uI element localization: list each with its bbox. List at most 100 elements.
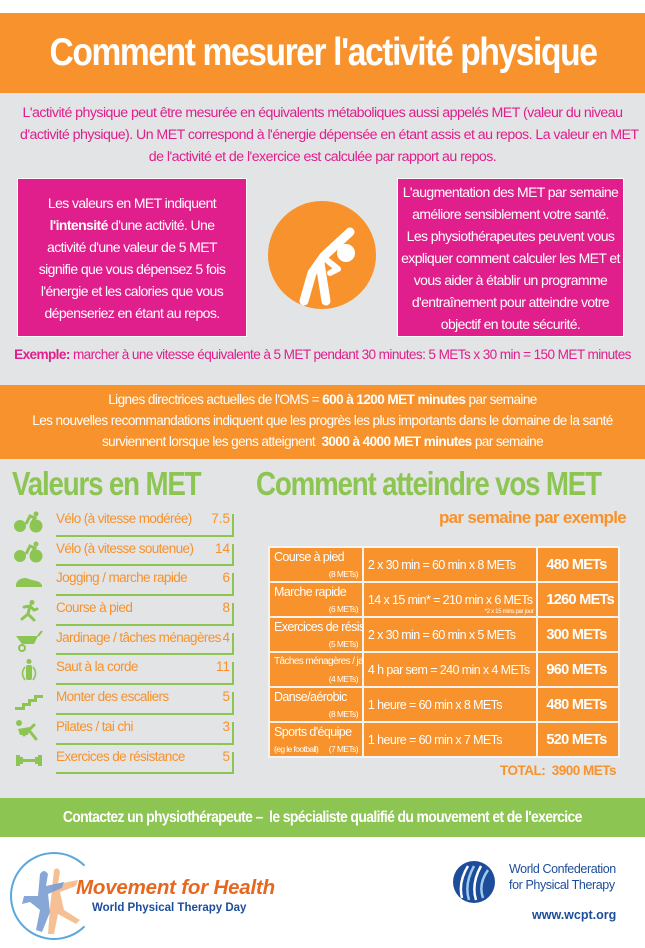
- grand-total: TOTAL: 3900 METs: [499, 763, 617, 778]
- activity-cell: Marche rapide (6 METs): [268, 581, 364, 618]
- calc-text: 14 x 15 min* = 210 min x 6 METs: [367, 592, 533, 607]
- calc-cell: 14 x 15 min* = 210 min x 6 METs *2 x 15 m…: [361, 581, 539, 618]
- box-line-rest: d'une activité. Une: [107, 216, 215, 233]
- total-cell: 480 METs: [536, 546, 620, 583]
- reach-mets-subheading: par semaine par exemple: [438, 508, 627, 527]
- divider: [232, 543, 234, 567]
- divider: [56, 742, 234, 745]
- cta-text: Contactez un physiothérapeute – le spéci…: [63, 808, 583, 826]
- box-line: Les physiothérapeutes peuvent vous: [406, 227, 615, 244]
- met-activity-label: Saut à la corde: [56, 659, 138, 675]
- table-row: Course à pied (8 METs) 2 x 30 min = 60 mi…: [268, 546, 620, 583]
- calc-cell: 1 heure = 60 min x 8 METs: [361, 686, 539, 723]
- divider: [232, 573, 234, 597]
- wcpt-url-link[interactable]: www.wcpt.org: [532, 908, 617, 922]
- activity-met: (4 METs): [328, 674, 359, 684]
- met-value: 11: [215, 659, 230, 675]
- calc-cell: 2 x 30 min = 60 min x 8 METs: [361, 546, 539, 583]
- total-cell: 480 METs: [536, 686, 620, 723]
- cta-band: Contactez un physiothérapeute – le spéci…: [0, 798, 645, 837]
- wcpt-name-line: for Physical Therapy: [509, 878, 615, 892]
- met-value: 3: [222, 718, 230, 734]
- activity-cell: Sports d'équipe (eg le football) (7 METs): [268, 721, 364, 758]
- list-item: Jardinage / tâches ménagères 4: [14, 627, 234, 657]
- activity-met: (6 METs): [328, 604, 359, 614]
- logo-title: Movement for Health: [76, 876, 275, 899]
- benefits-box: L'augmentation des MET par semaine améli…: [397, 178, 624, 337]
- box-line: activité d'une valeur de 5 MET: [47, 238, 217, 255]
- intro-line: de l'activité et de l'exercice est calcu…: [148, 149, 497, 165]
- met-value: 7.5: [211, 511, 230, 526]
- met-value: 6: [222, 570, 230, 586]
- met-value: 5: [222, 689, 230, 705]
- guidelines-band: Lignes directrices actuelles de l'OMS = …: [0, 385, 645, 459]
- guideline-text: par semaine: [471, 434, 544, 449]
- example-label: Exemple:: [14, 347, 70, 362]
- activity-met: (7 METs): [328, 744, 359, 754]
- dumbbell-icon: [16, 754, 42, 766]
- activity-name: Tâches ménagères / jardinage: [274, 656, 393, 667]
- list-item: Jogging / marche rapide 6: [14, 567, 234, 597]
- intro-line: d'activité physique). Un MET correspond …: [20, 127, 639, 143]
- activity-name: Marche rapide: [274, 585, 347, 599]
- table-row: Exercices de résistance (5 METs) 2 x 30 m…: [268, 616, 620, 653]
- calc-cell: 1 heure = 60 min x 7 METs: [361, 721, 539, 758]
- divider: [56, 683, 234, 686]
- guideline-line: Les nouvelles recommandations indiquent …: [32, 413, 613, 428]
- activity-cell: Tâches ménagères / jardinage (4 METs): [268, 651, 393, 688]
- met-activity-label: Exercices de résistance: [56, 748, 185, 764]
- met-activity-label: Jardinage / tâches ménagères: [56, 629, 221, 645]
- activity-met: (8 METs): [328, 569, 359, 579]
- divider: [56, 623, 234, 626]
- divider: [232, 632, 234, 656]
- total-cell: 520 METs: [536, 721, 620, 758]
- met-value: 5: [222, 748, 230, 764]
- wcpt-globe-icon: [453, 861, 495, 903]
- divider: [232, 751, 234, 775]
- list-item: Monter des escaliers 5: [14, 686, 234, 716]
- met-value: 8: [222, 600, 230, 616]
- activity-name: Danse/aérobic: [274, 690, 347, 704]
- list-item: Course à pied 8: [14, 597, 234, 627]
- top-margin: [0, 0, 645, 13]
- calc-cell: 2 x 30 min = 60 min x 5 METs: [361, 616, 539, 653]
- table-row: Danse/aérobic (8 METs) 1 heure = 60 min x…: [268, 686, 620, 723]
- divider: [232, 514, 234, 537]
- activity-cell: Course à pied (8 METs): [268, 546, 364, 583]
- total-cell: 300 METs: [536, 616, 620, 653]
- logo-ring: [10, 852, 98, 940]
- reach-mets-heading: Comment atteindre vos MET: [256, 465, 602, 502]
- activity-name: Sports d'équipe: [274, 725, 352, 739]
- running-shoe-icon: [16, 578, 42, 588]
- box-line: objectif en toute sécurité.: [440, 315, 581, 332]
- divider: [56, 564, 234, 567]
- divider: [232, 721, 234, 745]
- met-values-heading: Valeurs en MET: [12, 465, 202, 502]
- activity-met: (8 METs): [328, 709, 359, 719]
- met-activity-label: Jogging / marche rapide: [56, 570, 188, 586]
- total-cell: 960 METs: [536, 651, 620, 688]
- cycling-icon: [14, 511, 43, 533]
- total-cell: 1260 METs: [536, 581, 620, 618]
- divider: [56, 594, 234, 597]
- box-line: Les valeurs en MET indiquent: [47, 194, 217, 211]
- list-item: Vélo (à vitesse modérée) 7.5: [14, 508, 234, 538]
- list-item: Pilates / tai chi 3: [14, 716, 234, 746]
- box-line: dépenseriez en étant au repos.: [44, 304, 220, 321]
- calc-footnote: *2 x 15 mins par jour: [484, 609, 534, 615]
- activity-name: Course à pied: [274, 550, 345, 564]
- box-line: vous aider à établir un programme: [413, 271, 608, 288]
- guideline-line: surviennent lorsque les gens atteignent …: [0, 431, 645, 452]
- table-row: Tâches ménagères / jardinage (4 METs) 4 h…: [268, 651, 620, 688]
- divider: [232, 692, 234, 715]
- page-header: Comment mesurer l'activité physique: [0, 13, 645, 93]
- jump-rope-icon: [21, 659, 37, 681]
- movement-for-health-logo: Movement for Health World Physical Thera…: [10, 852, 310, 942]
- divider: [232, 662, 234, 686]
- box-line: l'intensité d'une activité. Une: [18, 214, 246, 236]
- list-item: Saut à la corde 11: [14, 656, 234, 686]
- box-line: d'entraînement pour atteindre votre: [411, 293, 610, 310]
- activity-cell: Danse/aérobic (8 METs): [268, 686, 364, 723]
- intro-paragraph: L'activité physique peut être mesurée en…: [20, 102, 639, 168]
- box-line: l'énergie et les calories que vous: [40, 282, 224, 299]
